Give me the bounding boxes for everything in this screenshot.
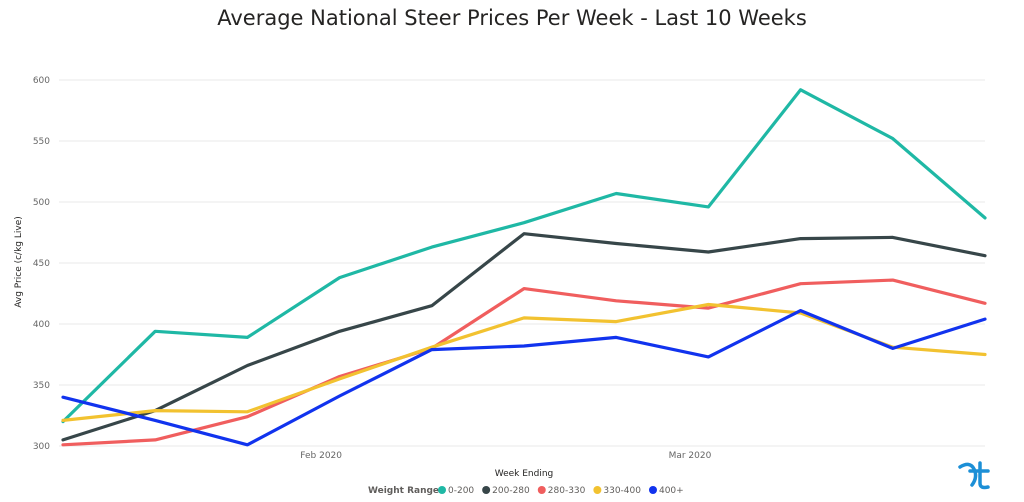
y-tick-label: 450 bbox=[33, 259, 50, 269]
legend-item-280-330[interactable]: 280-330 bbox=[548, 486, 586, 496]
y-tick-label: 600 bbox=[33, 76, 50, 86]
y-axis-title: Avg Price (c/kg Live) bbox=[14, 216, 24, 308]
legend[interactable]: Weight Range 0-200 200-280 280-330 330-400 4… bbox=[368, 486, 684, 496]
series-line-0-200[interactable] bbox=[61, 88, 987, 424]
x-tick-label: Mar 2020 bbox=[669, 451, 712, 461]
x-axis-ticks: Feb 2020 Mar 2020 bbox=[300, 451, 711, 461]
legend-marker bbox=[482, 486, 491, 494]
legend-item-0-200[interactable]: 0-200 bbox=[448, 486, 474, 496]
legend-title: Weight Range bbox=[368, 486, 439, 496]
y-tick-label: 350 bbox=[33, 381, 50, 391]
legend-marker bbox=[593, 486, 602, 494]
legend-item-330-400[interactable]: 330-400 bbox=[603, 486, 641, 496]
legend-marker bbox=[438, 486, 446, 494]
series-line-280-330[interactable] bbox=[61, 278, 987, 447]
series-line-330-400[interactable] bbox=[61, 302, 987, 422]
y-tick-label: 300 bbox=[33, 442, 50, 452]
x-axis-title: Week Ending bbox=[495, 469, 554, 479]
legend-item-200-280[interactable]: 200-280 bbox=[492, 486, 530, 496]
series-lines bbox=[61, 88, 987, 447]
gridlines bbox=[59, 79, 985, 447]
y-tick-label: 400 bbox=[33, 320, 50, 330]
brand-logo-icon bbox=[958, 461, 990, 490]
chart-title: Average National Steer Prices Per Week -… bbox=[217, 6, 807, 30]
series-line-400+[interactable] bbox=[61, 309, 987, 447]
legend-marker bbox=[537, 486, 546, 494]
series-line-200-280[interactable] bbox=[61, 232, 987, 442]
y-tick-label: 550 bbox=[33, 137, 50, 147]
legend-marker bbox=[648, 486, 657, 494]
x-tick-label: Feb 2020 bbox=[300, 451, 342, 461]
legend-item-400+[interactable]: 400+ bbox=[659, 486, 684, 496]
y-tick-label: 500 bbox=[33, 198, 50, 208]
y-axis-ticks: 300 350 400 450 500 550 600 bbox=[33, 76, 50, 452]
